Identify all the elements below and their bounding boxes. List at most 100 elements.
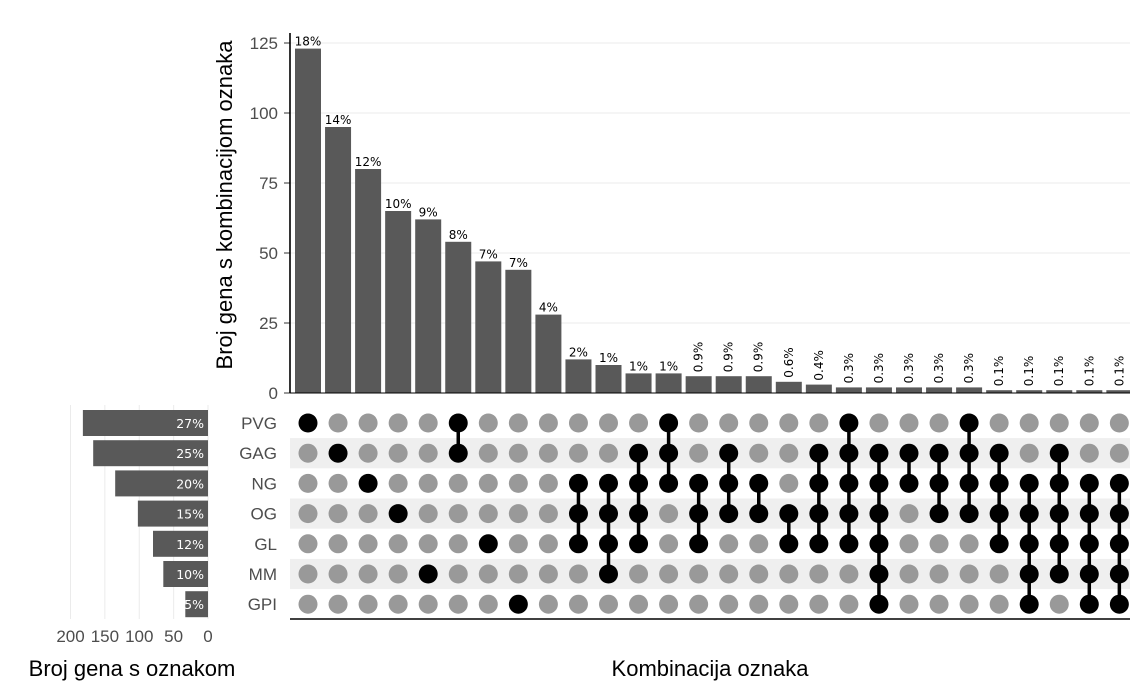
intersection-bar-label: 0.3% — [932, 353, 946, 384]
set-size-bar — [115, 470, 208, 497]
matrix-dot-inactive — [328, 413, 348, 433]
matrix-dot-inactive — [839, 564, 859, 584]
matrix-dot-inactive — [989, 413, 1009, 433]
matrix-dot-active — [599, 473, 618, 493]
matrix-dot-inactive — [869, 413, 889, 433]
matrix-dot-inactive — [298, 594, 318, 614]
intersection-y-tick-label: 125 — [250, 34, 278, 53]
matrix-dot-inactive — [659, 564, 679, 584]
matrix-dot-inactive — [478, 564, 498, 584]
matrix-dot-inactive — [538, 564, 558, 584]
matrix-dot-inactive — [478, 594, 498, 614]
matrix-dot-inactive — [418, 473, 438, 493]
matrix-dot-active — [1079, 504, 1099, 524]
matrix-dot-inactive — [749, 443, 769, 463]
matrix-dot-active — [448, 413, 468, 433]
matrix-dot-active — [839, 534, 859, 554]
set-size-tick-label: 50 — [164, 627, 183, 646]
intersection-bar — [685, 376, 712, 393]
matrix-dot-active — [568, 504, 588, 524]
matrix-dot-inactive — [448, 564, 468, 584]
matrix-dot-inactive — [478, 473, 498, 493]
matrix-dot-active — [869, 473, 889, 493]
set-size-tick-label: 150 — [91, 627, 119, 646]
intersection-bar — [775, 381, 802, 393]
matrix-dot-inactive — [538, 413, 558, 433]
matrix-dot-inactive — [388, 443, 408, 463]
matrix-dot-active — [839, 473, 859, 493]
matrix-dot-inactive — [719, 534, 739, 554]
matrix-dot-active — [929, 473, 949, 493]
intersection-y-tick-label: 25 — [259, 314, 278, 333]
matrix-dot-inactive — [929, 534, 949, 554]
intersection-bar — [535, 314, 562, 393]
matrix-dot-inactive — [568, 564, 588, 584]
matrix-dot-inactive — [448, 473, 468, 493]
matrix-dot-inactive — [358, 443, 378, 463]
matrix-dot-inactive — [779, 564, 799, 584]
matrix-dot-inactive — [629, 564, 649, 584]
intersection-bar — [295, 48, 321, 393]
set-size-bar-label: 10% — [176, 567, 204, 582]
matrix-dot-active — [659, 443, 679, 463]
intersection-bar — [625, 373, 652, 393]
intersection-bar — [655, 373, 682, 393]
set-size-bar-label: 27% — [176, 416, 204, 431]
matrix-dot-active — [1019, 473, 1039, 493]
matrix-dot-inactive — [358, 594, 378, 614]
matrix-dot-inactive — [388, 473, 408, 493]
matrix-dot-inactive — [809, 564, 829, 584]
set-size-bar-label: 5% — [184, 597, 204, 612]
matrix-dot-inactive — [899, 594, 919, 614]
matrix-dot-inactive — [1079, 413, 1099, 433]
matrix-dot-active — [899, 443, 919, 463]
matrix-dot-inactive — [538, 443, 558, 463]
intersection-bar — [896, 387, 922, 393]
matrix-dot-inactive — [508, 564, 528, 584]
matrix-dot-inactive — [418, 504, 438, 524]
matrix-dot-inactive — [929, 413, 949, 433]
matrix-dot-inactive — [538, 534, 558, 554]
matrix-dot-inactive — [779, 473, 799, 493]
matrix-dot-inactive — [358, 413, 378, 433]
matrix-dot-active — [689, 473, 709, 493]
set-label: GPI — [248, 595, 277, 614]
intersection-y-tick-label: 0 — [269, 384, 278, 403]
matrix-dot-inactive — [809, 413, 829, 433]
matrix-dot-inactive — [959, 564, 979, 584]
intersection-bar — [865, 387, 892, 393]
matrix-dot-inactive — [418, 594, 438, 614]
matrix-dot-inactive — [1109, 413, 1129, 433]
matrix-dot-inactive — [929, 594, 949, 614]
intersection-bar — [415, 219, 442, 393]
matrix-dot-active — [869, 443, 889, 463]
matrix-dot-inactive — [418, 534, 438, 554]
matrix-dot-inactive — [689, 564, 709, 584]
matrix-dot-inactive — [388, 594, 408, 614]
matrix-dot-active — [629, 504, 649, 524]
intersection-bar-label: 0.3% — [842, 353, 856, 384]
set-label: GL — [254, 535, 277, 554]
matrix-dot-inactive — [989, 594, 1009, 614]
set-size-bar-label: 20% — [176, 476, 204, 491]
matrix-dot-inactive — [1079, 443, 1099, 463]
matrix-dot-inactive — [749, 594, 769, 614]
intersection-bar-label: 2% — [569, 345, 588, 359]
intersection-y-tick-label: 100 — [250, 104, 278, 123]
matrix-dot-active — [959, 473, 979, 493]
intersection-bar-label: 8% — [449, 228, 468, 242]
matrix-dot-active — [1049, 534, 1069, 554]
matrix-dot-active — [719, 504, 739, 524]
matrix-dot-inactive — [659, 594, 679, 614]
matrix-dot-active — [599, 534, 618, 554]
intersection-bar — [1106, 390, 1130, 393]
matrix-dot-inactive — [478, 413, 498, 433]
matrix-dot-active — [689, 504, 709, 524]
matrix-dot-inactive — [448, 594, 468, 614]
matrix-dot-inactive — [1019, 413, 1039, 433]
matrix-dot-active — [328, 443, 348, 463]
intersection-bar — [835, 387, 862, 393]
matrix-dot-inactive — [929, 564, 949, 584]
matrix-dot-inactive — [689, 443, 709, 463]
